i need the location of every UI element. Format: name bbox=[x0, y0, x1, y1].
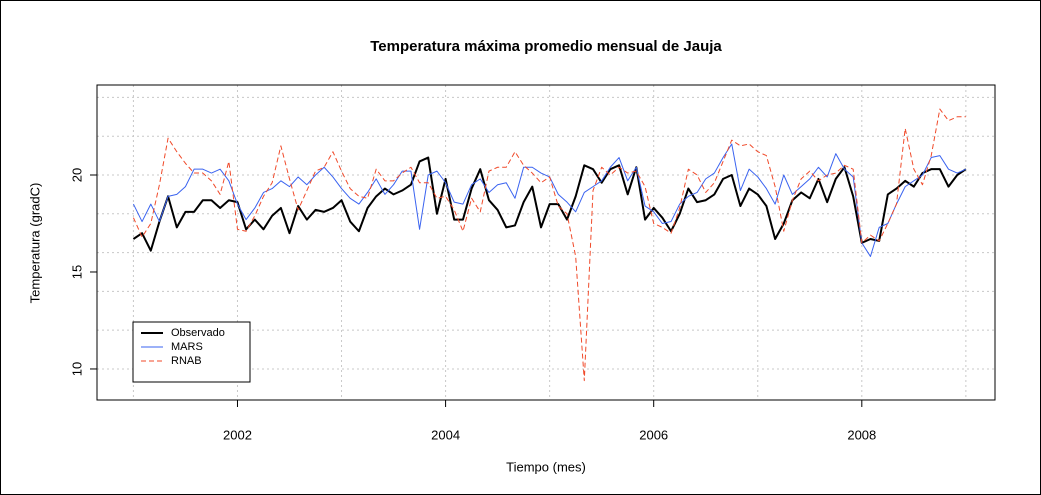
legend-label: MARS bbox=[171, 341, 203, 353]
y-tick-label: 10 bbox=[69, 362, 84, 376]
series-line bbox=[132, 156, 967, 252]
x-tick-label: 2008 bbox=[847, 427, 876, 442]
y-tick-label: 15 bbox=[69, 265, 84, 279]
x-tick-label: 2006 bbox=[639, 427, 668, 442]
y-axis-label: Temperatura (gradC) bbox=[27, 183, 42, 304]
legend-label: RNAB bbox=[171, 355, 202, 367]
y-tick-label: 20 bbox=[69, 168, 84, 182]
x-axis-label: Tiempo (mes) bbox=[506, 459, 586, 474]
x-tick-label: 2004 bbox=[431, 427, 460, 442]
plot-area bbox=[96, 84, 996, 401]
x-tick-label: 2002 bbox=[223, 427, 252, 442]
legend-label: Observado bbox=[171, 327, 225, 339]
chart-title: Temperatura máxima promedio mensual de J… bbox=[370, 38, 722, 55]
series-line bbox=[132, 108, 966, 382]
